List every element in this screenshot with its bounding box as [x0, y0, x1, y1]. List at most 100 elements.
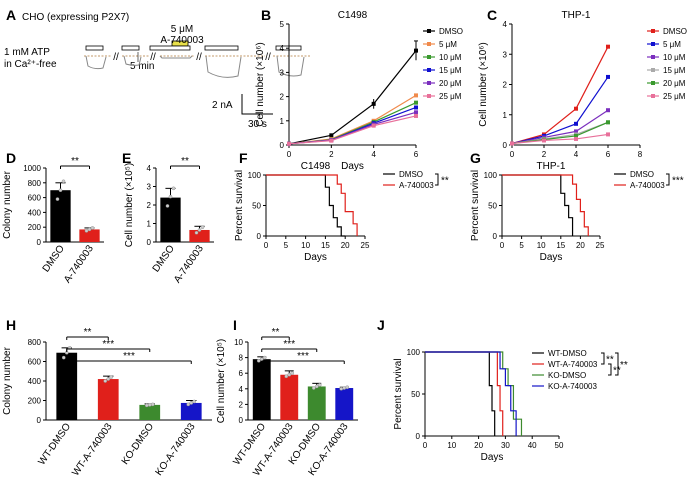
bar-a-740003 — [189, 229, 210, 242]
atp-bar-0 — [85, 45, 104, 51]
current-trace-0 — [85, 55, 107, 70]
x-tick-label: 0 — [500, 241, 505, 250]
chart-C: 0 2 4 6 8 0 1 2 3 4 THP-1 Cell number (×10⁶) DMSO 5 μ… — [478, 10, 687, 159]
sig-label: ** — [84, 327, 92, 338]
y-tick-label: 0 — [493, 232, 498, 241]
y-tick-label: 4 — [239, 385, 244, 394]
sig-bracket — [435, 173, 439, 186]
x-tick-label: 8 — [638, 150, 643, 159]
replicate-point — [109, 375, 114, 379]
data-point — [574, 136, 578, 141]
replicate-point — [168, 194, 173, 199]
x-tick-label: 15 — [321, 241, 330, 250]
sig-label: *** — [297, 351, 309, 362]
drug-label-1: 5 μM — [171, 24, 193, 35]
data-point — [606, 132, 610, 137]
x-axis-label: Days — [540, 252, 563, 263]
replicate-point — [186, 402, 191, 407]
y-axis-label: Cell number (×10⁶) — [255, 42, 266, 126]
replicate-point — [339, 386, 344, 391]
y-tick-label: 2 — [239, 400, 244, 409]
legend-label-5: 25 μM — [663, 92, 686, 101]
data-point — [414, 100, 418, 105]
data-point — [414, 93, 418, 98]
replicate-point — [259, 357, 264, 361]
y-axis-label: Cell number (×10⁵) — [124, 163, 135, 247]
sig-bracket — [601, 352, 605, 365]
y-tick-label: 3 — [280, 68, 285, 77]
break-mark-2: // — [196, 52, 202, 63]
data-point — [414, 110, 418, 115]
y-tick-label: 400 — [28, 377, 42, 386]
y-axis-label: Percent survival — [470, 170, 481, 241]
data-point — [542, 138, 546, 143]
y-tick-label: 3 — [147, 183, 152, 192]
chart-F: 0 5 10 15 20 25 0 50 100 C1498 Days Percent surviva… — [234, 161, 449, 263]
chart-J: 0 10 20 30 40 50 0 50 100 Days Percent survival WT-… — [393, 348, 628, 463]
atp-label-2: in Ca²⁺-free — [4, 59, 57, 70]
panel-letter-H: H — [6, 317, 16, 333]
replicate-point — [256, 358, 261, 363]
legend-marker-2 — [651, 55, 655, 59]
bar-wt-a-740003 — [97, 379, 119, 420]
legend-label-1: 5 μM — [439, 40, 457, 49]
y-tick-label: 50 — [488, 202, 497, 211]
replicate-point — [284, 374, 289, 379]
legend-label-3: 15 μM — [663, 66, 686, 75]
data-point — [574, 121, 578, 126]
x-tick-label: 2 — [329, 150, 334, 159]
data-point — [329, 138, 334, 143]
series-line-0 — [511, 46, 609, 145]
y-axis-label: Colony number — [2, 346, 13, 414]
sig-bracket — [608, 363, 612, 376]
scale-bar — [241, 94, 273, 115]
sig-label: ** — [606, 355, 614, 366]
legend-label-0: DMSO — [663, 27, 687, 36]
replicate-point — [200, 225, 205, 229]
legend-marker-4 — [651, 81, 655, 85]
replicate-point — [192, 399, 197, 404]
y-tick-label: 4 — [503, 20, 508, 29]
y-tick-label: 100 — [484, 171, 498, 180]
scale-time: 30 s — [248, 119, 267, 130]
replicate-point — [106, 377, 111, 381]
panel-letter-G: G — [470, 150, 481, 166]
y-tick-label: 2 — [280, 93, 285, 102]
series-line-1 — [502, 174, 589, 236]
y-tick-label: 1 — [503, 111, 508, 120]
y-tick-label: 5 — [280, 20, 285, 29]
replicate-point — [165, 204, 170, 208]
y-tick-label: 0 — [37, 416, 42, 425]
chart-D: 0 200 400 600 800 1000 Colony number DMSOA-7400… — [2, 156, 104, 285]
panel-letter-B: B — [261, 7, 271, 23]
legend-label-1: WT-A-740003 — [548, 360, 598, 369]
legend-label-2: KO-DMSO — [548, 371, 586, 380]
replicate-point — [90, 226, 95, 230]
legend-label-1: A-740003 — [630, 181, 665, 190]
chart-title: THP-1 — [537, 161, 566, 172]
bar-wt-a-740003 — [280, 374, 299, 420]
y-tick-label: 800 — [28, 179, 42, 188]
data-point — [371, 123, 376, 128]
bar-ko-a-740003 — [335, 388, 354, 420]
data-point — [574, 129, 578, 134]
panel-letter-F: F — [239, 150, 248, 166]
legend-marker-3 — [651, 68, 655, 72]
replicate-point — [290, 371, 295, 376]
sig-label: ** — [71, 156, 79, 167]
y-tick-label: 600 — [28, 358, 42, 367]
sig-label: *** — [283, 339, 295, 350]
x-axis-label: Days — [304, 252, 327, 263]
y-tick-label: 0 — [503, 141, 508, 150]
replicate-point — [317, 383, 322, 387]
x-tick-label: 20 — [341, 241, 350, 250]
y-tick-label: 0 — [257, 232, 262, 241]
replicate-point — [150, 402, 155, 407]
x-tick-label: 30 — [501, 441, 510, 450]
series-line-3 — [425, 351, 517, 436]
atp-bar-2 — [204, 45, 239, 51]
y-tick-label: 10 — [234, 338, 243, 347]
legend-marker-0 — [427, 29, 431, 33]
x-tick-label: 5 — [284, 241, 289, 250]
bar-a-740003 — [79, 229, 100, 242]
